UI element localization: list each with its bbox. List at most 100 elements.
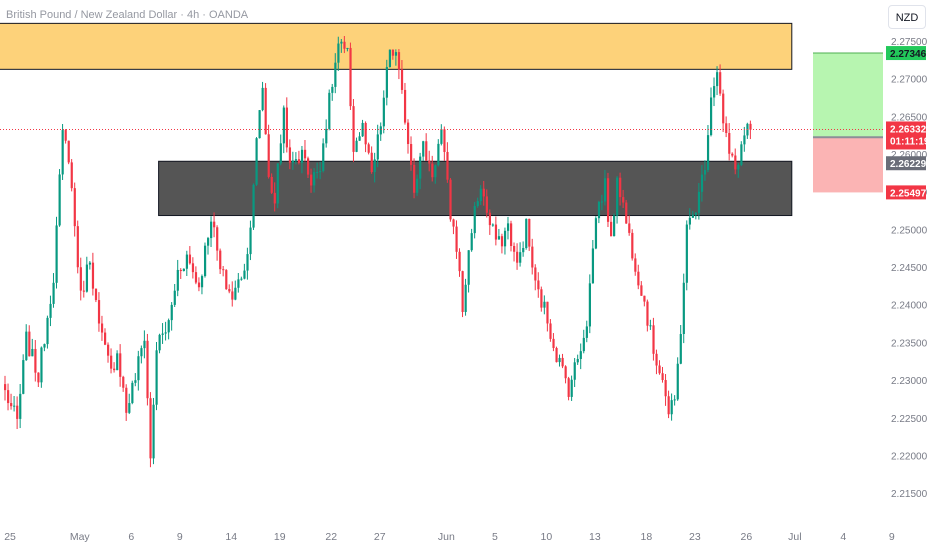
candle-body — [349, 47, 352, 107]
time-tick-label: 13 — [589, 531, 601, 543]
candle-body — [522, 248, 525, 253]
candle-body — [222, 269, 225, 271]
time-tick-label: 25 — [4, 531, 16, 543]
candle-body — [706, 135, 710, 170]
candle-body — [628, 223, 631, 233]
candle-body — [261, 87, 264, 111]
candle-body — [549, 323, 552, 339]
candle-body — [264, 87, 267, 135]
candle-body — [367, 144, 370, 153]
candle-body — [406, 122, 410, 145]
zones-layer — [0, 22, 793, 217]
candle-body — [576, 358, 579, 363]
candle-body — [688, 217, 691, 225]
candle-body — [216, 227, 219, 251]
chart-title: British Pound / New Zealand Dollar · 4h … — [6, 9, 249, 21]
candle-body — [370, 152, 373, 173]
candle-body — [455, 226, 458, 252]
candle-body — [252, 184, 255, 228]
candle-body — [691, 214, 695, 218]
candle-body — [416, 178, 419, 193]
candle-body — [552, 338, 555, 348]
candle-body — [476, 201, 479, 207]
candle-body — [425, 141, 428, 161]
candle-body — [234, 287, 237, 300]
candle-body — [743, 135, 746, 145]
price-tick-label: 2.24000 — [891, 301, 928, 312]
candle-body — [731, 153, 734, 156]
candle-body — [603, 178, 607, 202]
price-axis[interactable]: 2.275002.270002.265002.260002.255002.250… — [891, 37, 928, 500]
time-tick-label: 4 — [840, 531, 846, 543]
position-layer — [813, 52, 883, 193]
time-tick-label: 19 — [274, 531, 286, 543]
candle-body — [709, 97, 713, 136]
candle-body — [376, 134, 379, 160]
candle-body — [467, 250, 470, 285]
time-tick-label: Jun — [438, 531, 455, 543]
candle-body — [279, 143, 282, 164]
candle-body — [703, 169, 707, 175]
candle-body — [600, 201, 604, 203]
candle-body — [652, 325, 655, 354]
candle-body — [170, 304, 173, 321]
candle-body — [428, 160, 431, 164]
candle-body — [273, 192, 276, 204]
candle-body — [113, 368, 116, 371]
candle-body — [643, 295, 646, 302]
price-tick-label: 2.24500 — [891, 263, 928, 274]
candle-body — [13, 405, 16, 407]
candle-body — [258, 110, 261, 139]
candle-body — [640, 285, 643, 296]
candle-body — [34, 348, 37, 373]
candle-body — [716, 72, 719, 87]
candle-body — [646, 301, 649, 326]
candle-body — [510, 223, 513, 247]
candle-body — [449, 179, 452, 220]
candle-body — [152, 404, 155, 459]
candle-body — [697, 191, 701, 213]
candle-body — [310, 174, 313, 186]
candle-body — [76, 226, 79, 268]
candle-body — [67, 140, 70, 163]
candle-body — [719, 72, 722, 94]
candle-body — [158, 334, 161, 351]
candle-body — [503, 230, 507, 247]
candle-body — [506, 223, 510, 231]
candle-body — [55, 225, 58, 283]
candle-body — [19, 393, 22, 419]
price-tick-label: 2.26500 — [891, 112, 928, 123]
candle-body — [194, 272, 198, 283]
candle-body — [519, 252, 522, 263]
candle-body — [73, 188, 76, 227]
candle-body — [649, 325, 652, 327]
candle-body — [288, 147, 292, 163]
currency-button[interactable]: NZD — [888, 5, 926, 29]
candle-body — [110, 355, 113, 369]
candle-body — [400, 69, 404, 90]
candle-body — [7, 390, 10, 404]
candle-body — [494, 224, 498, 240]
candle-body — [725, 123, 728, 133]
candle-body — [22, 360, 25, 394]
candle-body — [294, 159, 298, 161]
candle-body — [546, 301, 549, 324]
candle-body — [107, 344, 110, 356]
candle-body — [749, 123, 752, 130]
candle-body — [685, 224, 688, 283]
candle-body — [291, 160, 295, 163]
candle-body — [531, 246, 534, 268]
candle-body — [137, 356, 140, 381]
candle-body — [570, 379, 573, 397]
candle-body — [670, 400, 673, 415]
candle-body — [146, 340, 149, 399]
candle-body — [713, 86, 716, 98]
candle-body — [485, 196, 488, 213]
candle-body — [134, 380, 137, 383]
candle-body — [88, 262, 92, 265]
candle-body — [203, 245, 207, 277]
candle-body — [361, 122, 364, 137]
time-axis[interactable]: 25 May 6 9 14 19 22 27 Jun 5 10 13 18 23 26 Jul 4 9 — [4, 531, 895, 543]
price-tick-label: 2.23500 — [891, 338, 928, 349]
